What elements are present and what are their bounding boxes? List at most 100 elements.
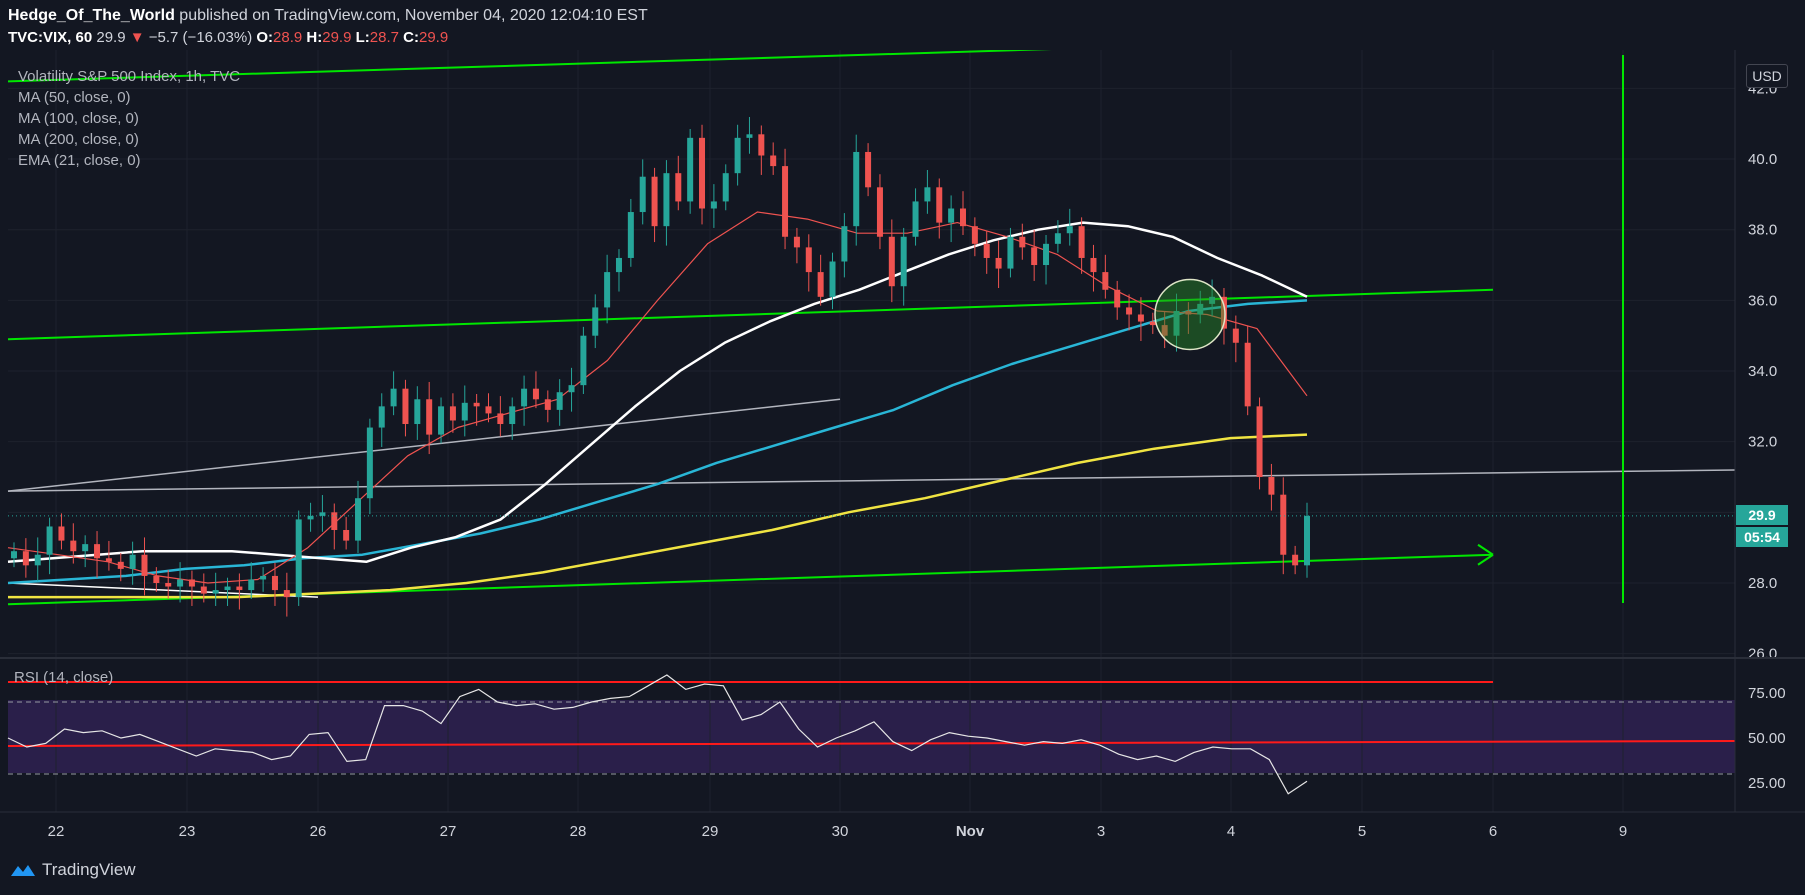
candle-body [651,176,658,227]
candle-body [1019,236,1026,248]
candle-body [105,558,112,562]
candle-body [271,575,278,591]
candle-body [1197,303,1204,315]
author-name[interactable]: Hedge_Of_The_World [8,7,175,24]
y-tick-label: 38.0 [1748,222,1777,239]
candle-body [1078,226,1085,258]
candle-body [1031,247,1038,266]
x-tick-label: 4 [1227,823,1235,840]
candle-body [188,579,195,587]
brand-name: TradingView [42,860,136,879]
candle-body [734,137,741,174]
candle-body [1161,325,1168,336]
candle-body [449,406,456,421]
horizontal-grey-line [7,469,1736,492]
legend-ma50[interactable]: MA (50, close, 0) [18,89,131,106]
candle-body [414,399,421,425]
price-change: −5.7 (−16.03%) [148,29,253,46]
countdown-tag: 05:54 [1736,527,1788,547]
y-tick-label: 32.0 [1748,434,1777,451]
candle-body [604,272,611,308]
rsi-line [7,674,1308,795]
header: Hedge_Of_The_World published on TradingV… [0,0,1805,50]
candle-body [580,335,587,386]
candle-body [1173,310,1180,336]
candle-body [82,544,89,552]
candle-body [331,512,338,531]
published-text: published on TradingView.com, November 0… [179,7,648,24]
legend-ma200[interactable]: MA (200, close, 0) [18,131,139,148]
candle-body [177,579,184,587]
legend-title[interactable]: Volatility S&P 500 Index, 1h, TVC [18,68,241,85]
candle-body [995,257,1002,269]
candle-body [865,151,872,188]
candle-body [924,187,931,202]
low-label: L: [355,29,370,46]
open-value: 28.9 [273,29,303,46]
x-tick-label: 23 [179,823,196,840]
candle-body [829,261,836,297]
candle-body [568,385,575,393]
candle-body [1090,257,1097,273]
candle-body [817,272,824,297]
candle-body [94,544,101,559]
candle-body [615,257,622,273]
candle-body [841,226,848,262]
x-tick-label: 30 [832,823,849,840]
close-label: C: [403,29,419,46]
x-tick-label: 26 [310,823,327,840]
candle-body [853,151,860,227]
rsi-legend[interactable]: RSI (14, close) [14,669,114,686]
candle-body [438,406,445,435]
candle-body [900,236,907,287]
x-tick-label: 22 [48,823,65,840]
candle-body [509,406,516,425]
rsi-tick-label: 50.00 [1748,730,1786,747]
candle-body [948,208,955,223]
indicator-legend: Volatility S&P 500 Index, 1h, TVC MA (50… [18,66,240,171]
candle-body [307,515,314,520]
candle-body [248,579,255,591]
candle-body [343,530,350,541]
ma200-line [8,433,1308,599]
candle-body [1220,296,1227,329]
candle-body [1066,226,1073,234]
currency-badge[interactable]: USD [1746,64,1788,88]
candle-body [521,388,528,407]
candle-body [782,166,789,237]
candle-body [402,388,409,425]
down-arrow-icon: ▼ [129,29,145,46]
rising-grey-line [7,398,841,492]
symbol-label[interactable]: TVC:VIX, 60 [8,29,93,46]
channel-mid-line [7,288,1494,341]
candle-body [1114,289,1121,308]
candle-body [22,551,29,566]
low-value: 28.7 [369,29,399,46]
candle-body [283,590,290,598]
legend-ema21[interactable]: EMA (21, close, 0) [18,152,141,169]
candle-body [805,247,812,273]
candle-body [1256,406,1263,478]
high-value: 29.9 [322,29,352,46]
quote-line: TVC:VIX, 60 29.9 ▼ −5.7 (−16.03%) O:28.9… [8,29,448,46]
last-price-tag: 29.9 [1736,505,1788,525]
legend-ma100[interactable]: MA (100, close, 0) [18,110,139,127]
candle-body [165,583,172,587]
x-tick-label: 5 [1358,823,1366,840]
candle-body [1126,307,1133,315]
candle-body [366,427,373,499]
candle-body [675,173,682,202]
x-tick-label: 3 [1097,823,1105,840]
rsi-tick-label: 25.00 [1748,775,1786,792]
candle-body [1280,494,1287,555]
tradingview-logo[interactable]: TradingView [10,860,136,880]
y-tick-label: 34.0 [1748,363,1777,380]
candle-body [461,402,468,421]
x-tick-label: 9 [1619,823,1627,840]
highlight-circle [1154,278,1226,351]
candle-body [1209,296,1216,304]
close-value: 29.9 [418,29,449,46]
candle-body [224,586,231,591]
candle-body [983,243,990,258]
